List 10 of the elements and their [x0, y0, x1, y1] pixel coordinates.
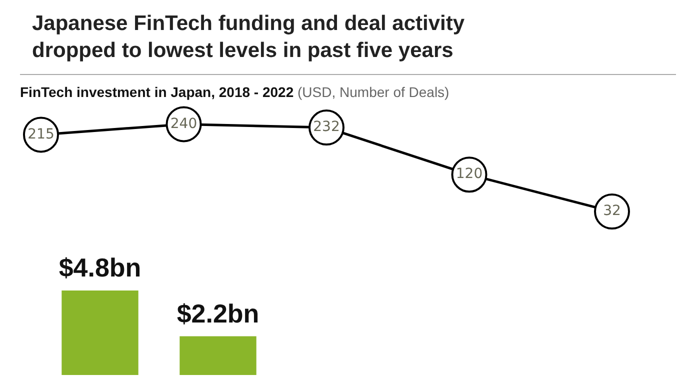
data-label: 32: [603, 203, 621, 220]
text: (USD, Number of Deals): [298, 84, 450, 100]
data-label: $2.2bn: [176, 298, 260, 328]
data-label: 240: [170, 116, 198, 132]
data-label: $4.8bn: [58, 252, 142, 283]
chart-title: Japanese FinTech funding and deal activity dropped to lowest levels in past five years: [31, 11, 466, 64]
data-label: 232: [313, 119, 340, 136]
data-label: 215: [28, 126, 54, 142]
data-label: 120: [456, 166, 483, 182]
chart-subtitle: FinTech investment in Japan, 2018 - 2022: [20, 84, 294, 100]
